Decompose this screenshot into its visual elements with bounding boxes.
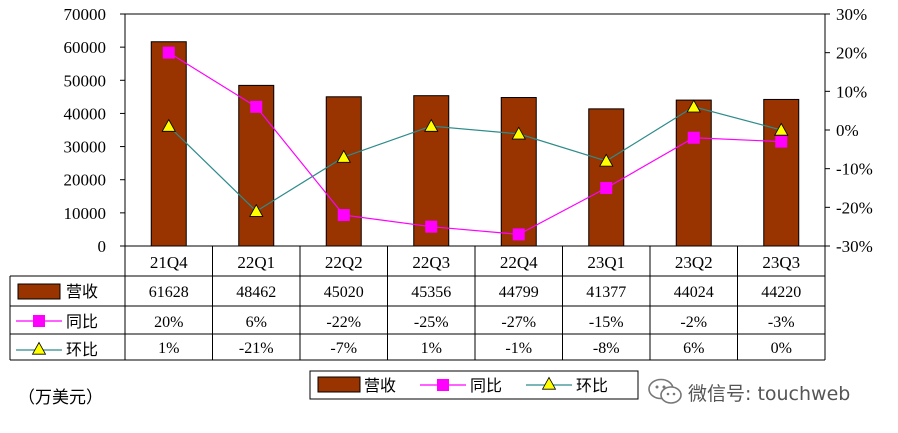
table-cell: -27% [501,314,536,331]
chart-frame [9,13,830,361]
row-key-yoy [33,315,45,327]
row-key-qoq [31,341,47,355]
bar-21Q4 [150,41,187,247]
category-label-23Q2: 23Q2 [675,253,713,272]
category-label-23Q3: 23Q3 [762,253,800,272]
table-cell: -2% [680,314,707,331]
qoq-point-22Q4 [511,126,526,140]
left-axis-ticks: 0 10000 20000 30000 40000 50000 60000 70000 [64,5,107,256]
right-tick-label: 20% [836,44,867,63]
category-label-22Q1: 22Q1 [237,253,275,272]
table-cell: 48462 [236,284,276,301]
bar-22Q4 [500,97,537,247]
category-label-22Q2: 22Q2 [325,253,363,272]
qoq-point-21Q4 [161,118,176,132]
table-cell: -22% [326,314,361,331]
bar-series-revenue [150,41,800,247]
left-tick-label: 30000 [64,138,107,157]
qoq-point-22Q1 [249,203,264,217]
yoy-point-22Q4 [512,228,525,241]
bar-23Q2 [675,99,712,247]
table-cell: -8% [593,340,620,357]
table-cell: 20% [154,314,183,331]
data-table: 21Q4 22Q1 22Q2 22Q3 22Q4 23Q1 23Q2 23Q3 61628 484… [16,253,801,359]
table-cell: -15% [589,314,624,331]
wechat-icon [648,378,682,404]
legend-label-yoy: 同比 [470,376,502,395]
right-tick-label: 30% [836,5,867,24]
qoq-point-23Q1 [599,153,614,167]
table-cell: -1% [505,340,532,357]
legend-box [309,370,639,400]
table-cell: 61628 [149,284,189,301]
yoy-point-23Q1 [600,182,613,194]
qoq-point-23Q2 [686,99,701,113]
category-label-22Q3: 22Q3 [412,253,450,272]
table-cell: 45356 [411,284,451,301]
table-cell: 0% [771,340,792,357]
bar-23Q1 [588,108,625,247]
qoq-point-22Q3 [424,118,439,132]
left-tick-label: 10000 [64,204,107,223]
yoy-line [168,52,782,236]
legend-key-qoq [541,376,557,390]
row-header-yoy: 同比 [66,312,98,331]
right-axis-ticks: -30% -20% -10% 0% 10% 20% 30% [836,5,873,256]
watermark-text: 微信号: touchweb [688,382,851,405]
table-cell: 1% [421,340,442,357]
table-cell: 6% [683,340,704,357]
bar-23Q3 [763,98,800,247]
row-header-revenue: 营收 [66,282,98,301]
row-key-revenue [17,283,61,300]
right-tick-label: 10% [836,82,867,101]
yoy-point-22Q3 [425,220,438,233]
legend-label-revenue: 营收 [364,376,396,395]
category-label-23Q1: 23Q1 [587,253,625,272]
qoq-line [168,106,782,212]
line-series-yoy [162,46,788,241]
yoy-point-23Q3 [775,135,788,148]
yoy-point-22Q1 [250,100,263,113]
right-tick-label: 0% [836,121,859,140]
table-cell: 41377 [586,284,626,301]
category-label-22Q4: 22Q4 [500,253,538,272]
legend-key-revenue [317,376,361,393]
table-cell: -21% [239,340,274,357]
legend-key-yoy [437,379,449,391]
yoy-point-21Q4 [162,46,175,59]
table-cell: -25% [414,314,449,331]
right-tick-label: -20% [836,198,873,217]
table-cell: 44220 [761,284,801,301]
table-cell: 1% [158,340,179,357]
yoy-point-22Q2 [337,209,350,222]
qoq-point-22Q2 [336,149,351,163]
left-tick-label: 20000 [64,171,107,190]
legend-label-qoq: 环比 [576,376,608,395]
category-label-21Q4: 21Q4 [150,253,188,272]
line-series-qoq [161,99,789,217]
left-tick-label: 70000 [64,5,107,24]
watermark: 微信号: touchweb [648,378,850,406]
yoy-point-23Q2 [687,131,700,144]
qoq-point-23Q3 [774,122,789,136]
table-cell: 44799 [499,284,539,301]
table-cell: 6% [246,314,267,331]
table-cell: 44024 [674,284,714,301]
row-header-qoq: 环比 [66,340,98,359]
legend: 营收 同比 环比 [309,370,639,400]
table-cell: -3% [768,314,795,331]
unit-label: （万美元） [18,388,103,408]
left-tick-label: 60000 [64,38,107,57]
table-cell: -7% [330,340,357,357]
table-cell: 45020 [324,284,364,301]
left-tick-label: 50000 [64,71,107,90]
bar-22Q2 [325,96,362,247]
left-tick-label: 40000 [64,104,107,123]
right-tick-label: -10% [836,160,873,179]
left-tick-label: 0 [98,237,107,256]
right-tick-label: -30% [836,237,873,256]
